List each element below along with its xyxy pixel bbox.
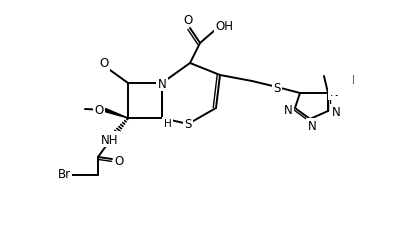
- Text: S: S: [273, 81, 280, 94]
- Text: O: O: [99, 57, 108, 70]
- Text: N: N: [307, 120, 316, 133]
- Text: O: O: [183, 14, 192, 26]
- Text: N: N: [283, 103, 292, 116]
- Text: N: N: [157, 77, 166, 90]
- Polygon shape: [104, 109, 128, 119]
- Text: O: O: [114, 155, 123, 168]
- Text: H: H: [163, 119, 171, 129]
- Text: OH: OH: [214, 20, 233, 33]
- Text: N: N: [329, 86, 337, 99]
- Text: O: O: [94, 103, 103, 116]
- Text: Br: Br: [57, 168, 70, 181]
- Text: N: N: [331, 106, 339, 119]
- Text: NH: NH: [101, 133, 119, 146]
- Text: N: N: [345, 73, 354, 86]
- Text: S: S: [184, 118, 191, 131]
- Text: N: N: [337, 77, 346, 90]
